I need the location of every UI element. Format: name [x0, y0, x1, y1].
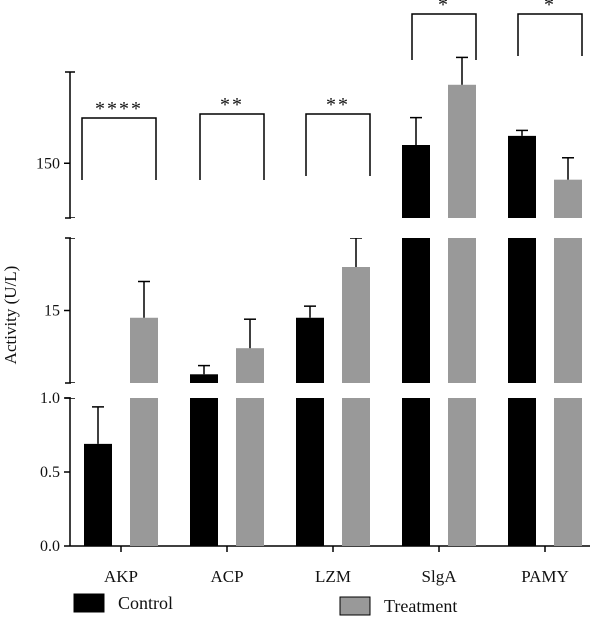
significance-label: * — [544, 0, 556, 16]
x-tick-label: AKP — [104, 567, 138, 586]
bar — [402, 145, 430, 546]
y-tick-label: 0.5 — [40, 464, 60, 481]
x-tick-label: PAMY — [521, 567, 569, 586]
x-tick-label: LZM — [315, 567, 351, 586]
bar — [554, 179, 582, 547]
bar — [296, 317, 324, 546]
y-tick-label: 150 — [36, 155, 60, 172]
significance-label: ** — [326, 94, 350, 116]
axis-break-gap — [71, 218, 591, 238]
bars — [71, 56, 591, 547]
bar — [508, 135, 536, 546]
bar — [342, 267, 370, 546]
significance-bracket — [199, 113, 265, 180]
legend-label: Treatment — [384, 596, 457, 616]
axis-break-gap — [71, 383, 591, 398]
significance-label: * — [438, 0, 450, 16]
y-tick-label: 15 — [44, 303, 60, 320]
y-tick-label: 1.0 — [40, 390, 60, 407]
legend-swatch — [73, 593, 105, 613]
bar — [130, 317, 158, 546]
significance-label: **** — [95, 98, 143, 120]
bar — [84, 443, 112, 546]
x-tick-label: ACP — [210, 567, 243, 586]
x-tick-label: SlgA — [422, 567, 458, 586]
significance-bracket — [517, 13, 583, 56]
bar — [448, 84, 476, 547]
legend-label: Control — [118, 593, 173, 613]
significance-label: ** — [220, 94, 244, 116]
significance-bracket — [305, 113, 371, 176]
bar — [190, 374, 218, 546]
legend-swatch — [339, 596, 371, 616]
bar — [236, 348, 264, 546]
y-axis-label: Activity (U/L) — [1, 266, 20, 365]
significance-bracket — [81, 117, 157, 180]
significance-bracket — [411, 13, 477, 60]
y-tick-label: 0.0 — [40, 538, 60, 555]
